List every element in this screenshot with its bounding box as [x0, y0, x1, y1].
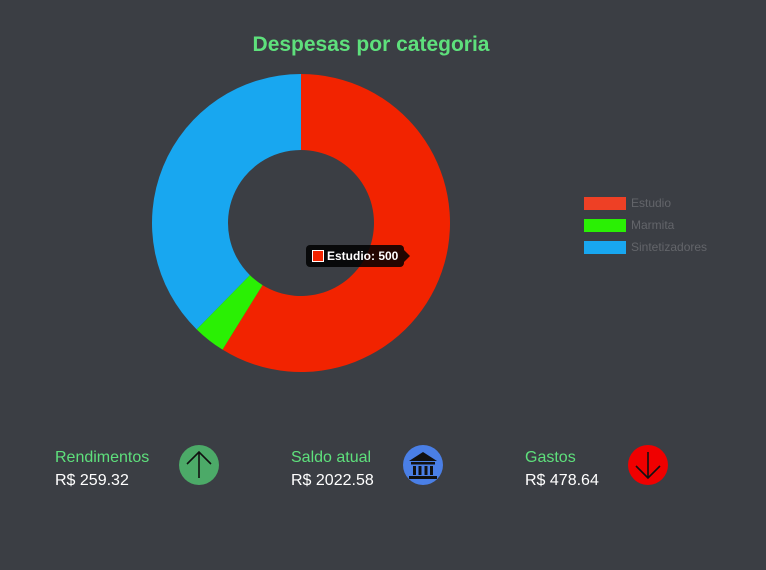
legend-swatch-marmita: [584, 218, 626, 232]
legend-item-estudio[interactable]: Estudio: [584, 192, 707, 214]
expenses-value: R$ 478.64: [525, 472, 599, 489]
donut-chart[interactable]: [140, 62, 462, 384]
bank-icon: [403, 445, 443, 485]
balance-label: Saldo atual: [291, 449, 372, 466]
legend-label-marmita: Marmita: [631, 218, 675, 232]
legend-swatch-sintetizadores: [584, 240, 626, 254]
tooltip-swatch: [312, 250, 324, 262]
arrow-up-circle-icon: [179, 445, 219, 485]
expenses-label: Gastos: [525, 449, 576, 466]
legend-label-estudio: Estudio: [631, 196, 672, 210]
chart-tooltip: Estudio: 500: [306, 245, 411, 267]
income-label: Rendimentos: [55, 449, 150, 466]
legend-item-sintetizadores[interactable]: Sintetizadores: [584, 236, 707, 258]
slice-sintetizadores[interactable]: [152, 74, 301, 330]
arrow-down-circle-icon: [628, 445, 668, 485]
chart-title: Despesas por categoria: [252, 33, 490, 56]
legend-label-sintetizadores: Sintetizadores: [631, 240, 708, 254]
slice-estudio[interactable]: [222, 74, 451, 372]
expenses-stat: Gastos R$ 478.64: [525, 449, 599, 490]
income-stat: Rendimentos R$ 259.32: [55, 449, 149, 490]
tooltip-text: Estudio: 500: [327, 249, 399, 263]
legend-item-marmita[interactable]: Marmita: [584, 214, 707, 236]
balance-stat: Saldo atual R$ 2022.58: [291, 449, 374, 490]
slice-marmita[interactable]: [196, 275, 263, 350]
income-value: R$ 259.32: [55, 472, 129, 489]
legend-swatch-estudio: [584, 196, 626, 210]
balance-value: R$ 2022.58: [291, 472, 374, 489]
chart-legend: Estudio Marmita Sintetizadores: [584, 192, 707, 258]
